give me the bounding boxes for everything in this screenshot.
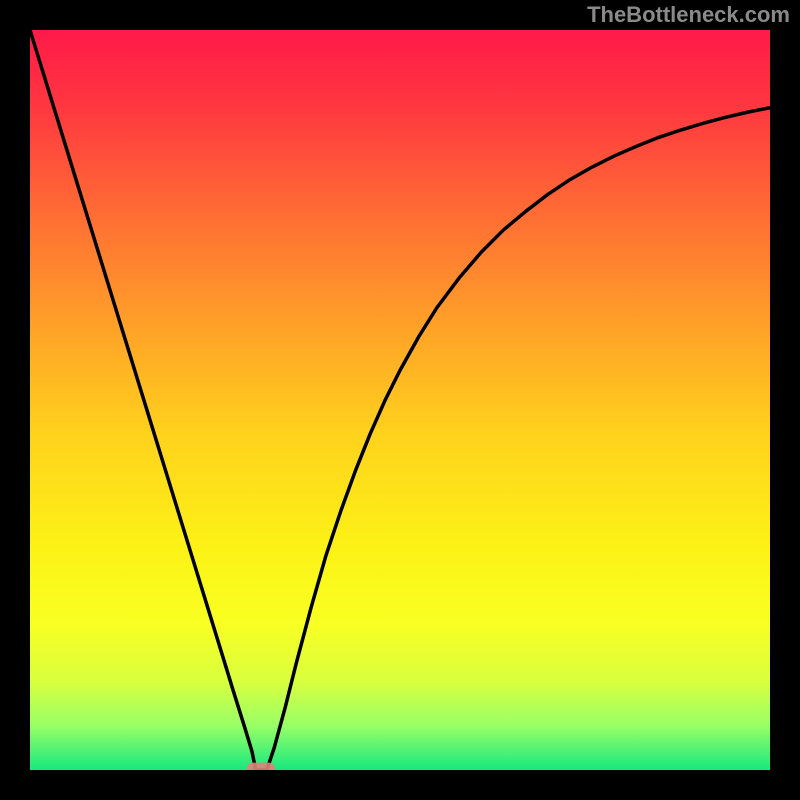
- bottleneck-chart: [30, 30, 770, 770]
- chart-background: [30, 30, 770, 770]
- optimal-point-marker: [247, 763, 275, 770]
- watermark-text: TheBottleneck.com: [587, 2, 790, 28]
- chart-container: TheBottleneck.com: [0, 0, 800, 800]
